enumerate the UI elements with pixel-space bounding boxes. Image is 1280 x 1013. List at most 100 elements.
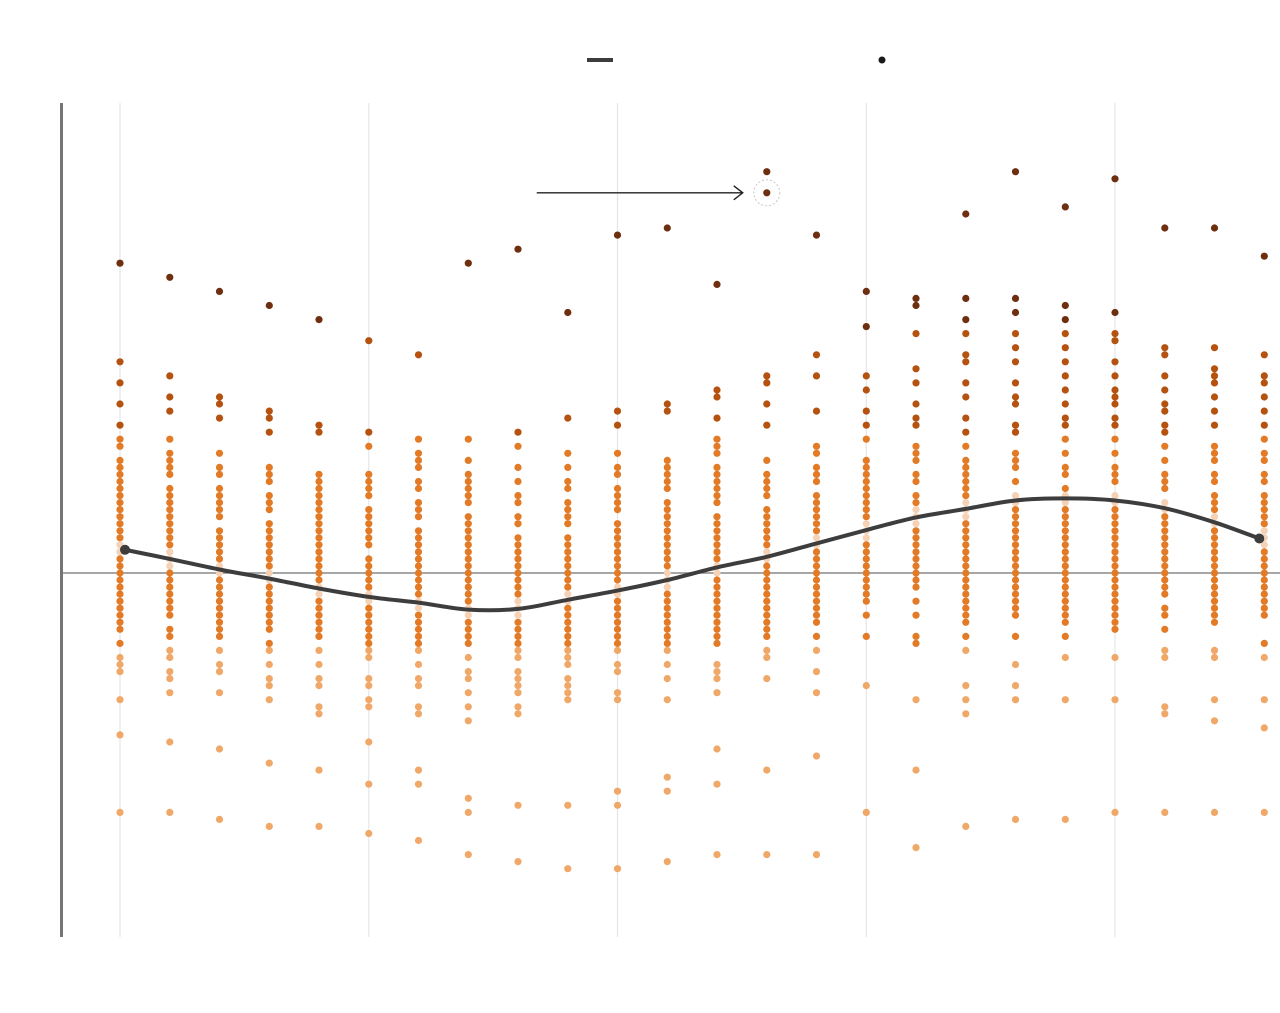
scatter-point bbox=[912, 844, 920, 852]
scatter-point bbox=[663, 787, 671, 795]
scatter-point bbox=[215, 660, 224, 669]
scatter-point bbox=[763, 611, 771, 619]
scatter-point bbox=[1210, 562, 1219, 570]
scatter-point bbox=[1161, 653, 1169, 662]
scatter-point bbox=[862, 421, 870, 429]
scatter-point bbox=[365, 492, 373, 500]
scatter-point bbox=[812, 597, 821, 605]
scatter-point bbox=[414, 456, 423, 464]
scatter-point bbox=[464, 625, 472, 633]
scatter-point bbox=[912, 379, 920, 387]
scatter-point bbox=[564, 583, 572, 591]
scatter-point bbox=[166, 668, 174, 676]
scatter-point bbox=[116, 259, 124, 267]
scatter-point bbox=[663, 562, 671, 570]
scatter-point bbox=[1210, 569, 1219, 577]
scatter-point bbox=[116, 639, 124, 648]
scatter-point bbox=[166, 435, 174, 443]
scatter-point bbox=[1161, 604, 1169, 612]
scatter-point bbox=[1111, 604, 1119, 612]
scatter-point bbox=[812, 583, 821, 591]
scatter-point bbox=[812, 618, 821, 626]
scatter-point bbox=[365, 562, 373, 570]
scatter-point bbox=[912, 583, 920, 591]
scatter-point bbox=[116, 463, 124, 471]
scatter-point bbox=[116, 808, 124, 817]
scatter-point bbox=[464, 576, 472, 584]
scatter-point bbox=[1161, 400, 1169, 408]
scatter-point bbox=[414, 569, 423, 577]
scatter-point bbox=[166, 675, 174, 683]
scatter-point bbox=[1161, 520, 1169, 528]
scatter-point bbox=[962, 414, 970, 422]
scatter-point bbox=[116, 668, 124, 676]
scatter-point bbox=[414, 477, 423, 486]
scatter-point bbox=[962, 379, 970, 387]
scatter-point bbox=[1260, 470, 1268, 478]
scatter-point bbox=[365, 639, 373, 648]
scatter-point bbox=[763, 675, 771, 683]
scatter-point bbox=[663, 224, 671, 232]
scatter-point bbox=[663, 548, 671, 556]
scatter-point bbox=[1061, 555, 1069, 563]
scatter-point bbox=[713, 576, 721, 584]
scatter-point bbox=[215, 393, 224, 401]
scatter-point bbox=[613, 632, 622, 641]
scatter-point bbox=[414, 766, 423, 774]
scatter-point bbox=[215, 470, 224, 478]
scatter-point bbox=[1061, 583, 1069, 591]
scatter-point bbox=[962, 492, 970, 500]
scatter-point bbox=[464, 548, 472, 556]
scatter-point bbox=[1210, 808, 1219, 817]
scatter-point bbox=[962, 513, 970, 521]
scatter-point bbox=[1260, 407, 1268, 415]
scatter-point bbox=[613, 801, 622, 809]
scatter-point bbox=[365, 555, 373, 563]
scatter-point bbox=[1161, 590, 1169, 598]
scatter-point bbox=[414, 351, 423, 359]
scatter-point bbox=[365, 506, 373, 514]
scatter-point bbox=[663, 470, 671, 478]
scatter-point bbox=[265, 646, 273, 655]
scatter-point bbox=[912, 562, 920, 570]
scatter-point bbox=[315, 646, 323, 655]
scatter-point bbox=[812, 407, 821, 415]
scatter-point bbox=[1260, 477, 1268, 486]
scatter-point bbox=[315, 618, 323, 626]
scatter-point bbox=[812, 506, 821, 514]
scatter-point bbox=[812, 470, 821, 478]
scatter-point bbox=[315, 604, 323, 612]
scatter-point bbox=[166, 449, 174, 457]
scatter-point bbox=[514, 548, 522, 556]
scatter-point bbox=[116, 358, 124, 366]
scatter-point bbox=[1210, 646, 1219, 655]
scatter-point bbox=[1210, 456, 1219, 464]
scatter-point bbox=[265, 590, 273, 598]
scatter-point bbox=[862, 456, 870, 464]
scatter-point bbox=[1210, 717, 1219, 725]
scatter-point bbox=[1161, 428, 1169, 436]
scatter-point bbox=[414, 646, 423, 655]
scatter-point bbox=[1111, 414, 1119, 422]
scatter-point bbox=[962, 210, 970, 218]
scatter-point bbox=[862, 386, 870, 394]
scatter-point bbox=[812, 668, 821, 676]
scatter-point bbox=[116, 576, 124, 584]
scatter-point bbox=[613, 597, 622, 605]
scatter-point bbox=[962, 646, 970, 655]
scatter-point bbox=[116, 470, 124, 478]
scatter-point bbox=[1161, 646, 1169, 655]
scatter-point bbox=[1111, 470, 1119, 478]
scatter-point bbox=[1111, 618, 1119, 626]
scatter-point bbox=[365, 534, 373, 542]
scatter-point bbox=[514, 618, 522, 626]
scatter-point bbox=[763, 562, 771, 570]
scatter-point bbox=[215, 506, 224, 514]
scatter-point bbox=[464, 590, 472, 598]
scatter-point bbox=[166, 541, 174, 549]
scatter-point bbox=[116, 435, 124, 443]
scatter-point bbox=[215, 541, 224, 549]
scatter-point bbox=[215, 668, 224, 676]
scatter-point bbox=[763, 400, 771, 408]
scatter-point bbox=[116, 731, 124, 739]
